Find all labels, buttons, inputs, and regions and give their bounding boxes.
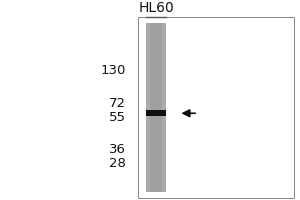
Text: 130: 130 [100, 64, 126, 77]
Bar [146, 23, 166, 192]
Text: 55: 55 [109, 111, 126, 124]
Text: 36: 36 [109, 143, 126, 156]
Bar [146, 110, 166, 116]
Text: 28: 28 [109, 157, 126, 170]
Text: 72: 72 [109, 97, 126, 110]
Bar [150, 23, 162, 192]
Bar [138, 17, 294, 198]
Text: HL60: HL60 [138, 1, 174, 15]
